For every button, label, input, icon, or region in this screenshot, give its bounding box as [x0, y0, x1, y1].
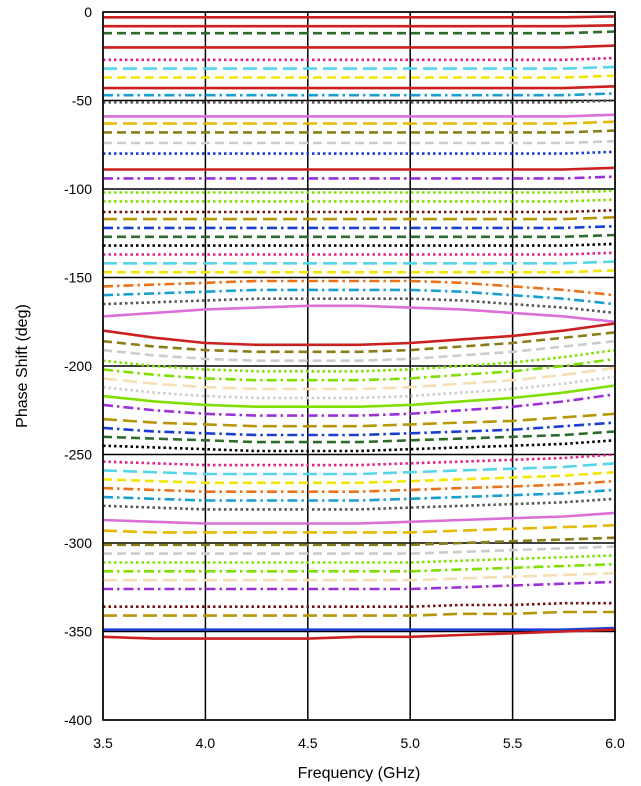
series-line-28	[102, 288, 616, 306]
x-tick-label: 3.5	[93, 735, 113, 751]
series-line-33	[102, 339, 616, 363]
series-line-61	[102, 628, 616, 640]
y-tick-labels: 0 -50 -100 -150 -200 -250 -300 -350 -400	[64, 4, 92, 728]
series-line-6	[103, 74, 616, 79]
series-line-53	[103, 545, 616, 555]
series-line-12	[103, 129, 616, 134]
series-line-48	[102, 488, 616, 502]
series-line-10	[103, 113, 616, 118]
x-tick-labels: 3.5 4.0 4.5 5.0 5.5 6.0	[93, 735, 625, 751]
y-tick-label: -300	[64, 535, 92, 551]
series-line-27	[102, 279, 616, 297]
series-line-51	[102, 524, 616, 534]
x-axis-title: Frequency (GHz)	[298, 765, 421, 782]
series-line-8	[103, 92, 616, 97]
series-line-60	[103, 626, 616, 632]
series-line-35	[102, 357, 616, 382]
series-line-59	[103, 610, 615, 617]
x-tick-label: 5.0	[400, 735, 420, 751]
series-line-46	[102, 470, 616, 485]
series-line-15	[103, 166, 616, 171]
x-tick-label: 4.0	[196, 735, 216, 751]
series-line-22	[103, 233, 616, 239]
series-line-20	[103, 216, 616, 221]
y-tick-label: -400	[64, 712, 92, 728]
series-line-32	[102, 331, 616, 354]
y-tick-label: -350	[64, 624, 92, 640]
y-tick-label: -250	[64, 447, 92, 463]
series-line-21	[103, 224, 616, 230]
series-line-3	[103, 44, 616, 49]
x-tick-label: 6.0	[605, 735, 625, 751]
series-line-41	[102, 421, 616, 437]
series-line-39	[102, 393, 616, 417]
series-line-56	[103, 571, 616, 582]
series-line-45	[102, 462, 616, 476]
series-line-5	[103, 65, 616, 70]
plot-frame	[102, 11, 616, 721]
series-line-47	[102, 479, 616, 494]
series-layer	[102, 15, 616, 640]
series-line-55	[103, 562, 616, 573]
series-line-30	[102, 304, 616, 324]
x-tick-label: 5.5	[503, 735, 523, 751]
series-line-1	[103, 24, 616, 28]
series-line-7	[103, 85, 616, 90]
series-line-38	[102, 384, 616, 409]
series-line-0	[103, 15, 616, 19]
y-tick-label: -100	[64, 181, 92, 197]
series-line-31	[102, 322, 616, 347]
series-line-40	[102, 412, 616, 428]
y-axis-title: Phase Shift (deg)	[14, 304, 31, 428]
x-tick-label: 4.5	[298, 735, 318, 751]
series-line-2	[103, 30, 616, 35]
series-line-16	[103, 175, 616, 180]
y-tick-label: -150	[64, 270, 92, 286]
series-line-50	[102, 511, 616, 525]
y-tick-label: -50	[72, 93, 92, 109]
y-tick-label: -200	[64, 358, 92, 374]
series-line-26	[103, 269, 616, 274]
series-line-25	[103, 260, 616, 265]
y-tick-label: 0	[84, 4, 92, 20]
series-line-13	[103, 139, 616, 145]
series-line-42	[102, 430, 616, 444]
series-line-57	[103, 580, 616, 591]
series-line-36	[102, 366, 616, 391]
series-line-52	[103, 536, 616, 547]
series-line-11	[103, 120, 616, 125]
